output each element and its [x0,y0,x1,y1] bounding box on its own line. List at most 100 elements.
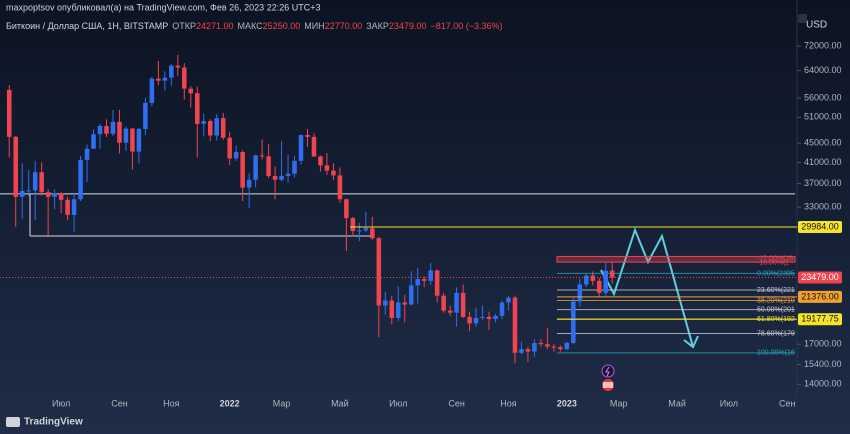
candle-body [272,175,278,180]
y-tick-label: 41000.00 [804,157,842,167]
candle-body [558,347,563,350]
candle-body [584,275,589,285]
candle-body [26,190,31,192]
candle-body [571,301,576,343]
candle-body [344,199,349,219]
candle-body [421,279,427,281]
candle-body [480,316,485,318]
price-label-box [798,271,842,284]
price-label-box [798,221,842,234]
currency: USD [806,20,827,31]
candle-body [175,65,181,68]
ohlc-value: 25250.00 [263,21,301,31]
price-label-box [798,313,842,326]
candle-body [350,218,356,232]
candle-body [32,172,38,191]
candle-body [447,310,453,313]
candle-body [486,316,492,320]
symbol: Биткоин / Доллар США, 1Н, BITSTAMP [6,21,168,31]
candle-body [493,315,498,320]
y-tick-label: 17000.00 [804,339,842,349]
author-line: maxpoptsov опубликовал(а) на TradingView… [6,2,320,12]
event-icon[interactable] [601,364,615,378]
candle-body [538,342,544,345]
fib-label: 0.00%(2395 [757,270,795,277]
price-label: 23479.00 [801,272,839,282]
candle-body [65,199,70,215]
ohlc-key: МАКС [238,21,264,31]
candle-body [110,121,116,134]
candle-body [227,137,232,159]
candle-body [603,270,609,293]
candle-body [117,121,122,143]
projection-arrow [600,227,699,349]
x-tick-label: Сен [448,398,465,408]
candle-body [149,78,155,103]
event-bolt [605,366,610,377]
candle-body [214,118,219,136]
y-tick-label: 37000.00 [804,178,842,188]
x-tick-label: Мар [610,398,628,408]
candle-body [220,118,226,138]
candle-body [395,302,401,318]
candle-body [467,316,472,324]
x-tick-label: 2022 [220,398,240,408]
candle-body [532,342,537,352]
zone-label: -17.00%(26 [757,255,793,262]
footer-logo: TradingView [24,417,83,428]
flag-stripes [603,382,613,388]
x-tick-label: Май [331,398,349,408]
x-tick-label: Июл [389,398,407,408]
candle-body [58,193,64,200]
candle-body [363,228,369,231]
candle-body [454,292,459,313]
candle-body [376,238,382,306]
candle-body [266,156,271,176]
candle-body [182,67,187,89]
candle-body [609,270,615,278]
x-tick-label: Сен [779,398,796,408]
symbol-line: Биткоин / Доллар США, 1Н, BITSTAMP ОТКР24… [6,21,503,31]
candle-body [324,165,330,171]
candle-body [13,136,18,197]
candle-body [194,93,200,124]
candle-body [207,120,213,136]
ohlc-key: ЗАКР [366,21,389,31]
candle-body [259,155,265,157]
candle-body [383,300,388,306]
candle-body [311,136,317,157]
candle-body [357,230,362,232]
y-tick-label: 14000.00 [804,379,842,389]
x-tick-label: Июл [720,398,738,408]
candle-body [512,297,518,353]
candle-body [337,175,343,200]
candle-body [253,155,258,180]
candle-body [370,228,375,239]
candle-body [78,159,83,200]
candle-body [143,102,148,129]
candle-body [460,292,466,317]
price-label-box [798,290,842,303]
fib-label: 100.00%(16 [757,350,795,357]
x-tick-label: Ноя [163,398,180,408]
price-label: 29984.00 [801,221,839,231]
candle-body [519,349,524,353]
candle-body [525,349,531,352]
y-tick-label: 72000.00 [804,40,842,50]
candle-body [39,172,44,193]
ohlc-value: 24271.00 [196,21,234,31]
candle-body [389,300,395,318]
fib-label: 78.60%(179 [757,330,795,337]
candle-body [97,126,103,135]
settings-icon[interactable] [798,14,807,23]
y-tick-label: 15400.00 [804,359,842,369]
candle-body [415,279,420,286]
logo-mark [6,417,20,427]
candle-body [298,135,304,161]
zone [556,255,796,263]
candle-body [156,78,161,81]
candle-body [169,65,174,78]
candle-body [91,134,96,149]
x-tick-label: 2023 [557,398,577,408]
